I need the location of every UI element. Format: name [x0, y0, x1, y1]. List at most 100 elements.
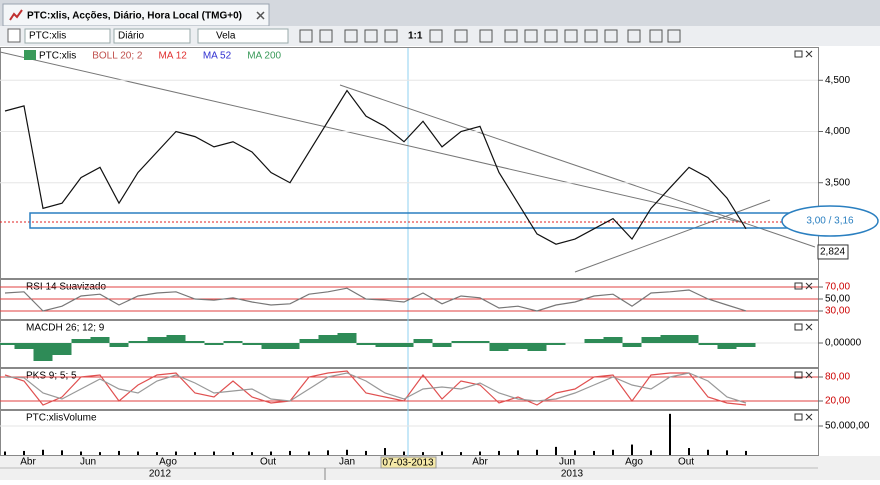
panel-maximize[interactable] — [794, 413, 803, 421]
volume-bar — [251, 452, 253, 455]
toolbar-icon[interactable] — [454, 29, 468, 43]
volume-bar — [479, 451, 481, 455]
macd-bar — [299, 339, 319, 343]
panel-close[interactable] — [805, 413, 813, 421]
macd-bar — [717, 343, 737, 349]
y-tick-label: 50.000,00 — [825, 421, 870, 432]
volume-bar — [175, 451, 177, 455]
y-tick-label: 80,00 — [825, 372, 850, 383]
cursor-date: 07-03-2013 — [382, 458, 434, 469]
volume-bar — [213, 451, 215, 455]
panel-label: PKS 9; 5; 5 — [26, 371, 77, 382]
toolbar-icon[interactable] — [344, 29, 358, 43]
macd-bar — [584, 339, 604, 343]
macd-bar — [14, 343, 34, 349]
x-tick-label: Abr — [20, 457, 36, 468]
price-line — [4, 89, 747, 245]
volume-bar — [631, 444, 633, 455]
macd-bar — [90, 337, 110, 343]
macd-bar — [527, 343, 547, 351]
panel-maximize[interactable] — [794, 282, 803, 290]
toolbar-icon[interactable] — [299, 29, 313, 43]
period-select[interactable] — [113, 28, 191, 44]
macd-bar — [356, 343, 376, 345]
year-label: 2012 — [149, 469, 172, 480]
panel-maximize[interactable] — [794, 323, 803, 331]
panel-maximize[interactable] — [794, 50, 803, 58]
toolbar-icon[interactable] — [584, 29, 598, 43]
volume-bar — [460, 452, 462, 455]
legend-icon — [24, 50, 36, 60]
zoom-button[interactable]: 1:1 — [408, 31, 423, 42]
volume-bar — [232, 452, 234, 455]
rsi-line — [4, 287, 747, 312]
volume-bar — [118, 450, 120, 455]
tab-close[interactable] — [256, 11, 265, 20]
tab-title: PTC:xlis, Acções, Diário, Hora Local (TM… — [27, 11, 242, 22]
volume-bar — [669, 413, 671, 455]
panel-maximize[interactable] — [794, 371, 803, 379]
toolbar-icon[interactable] — [564, 29, 578, 43]
macd-bar — [470, 341, 490, 343]
x-tick-label: Jun — [559, 457, 575, 468]
toolbar-icon[interactable] — [627, 29, 641, 43]
macd-bar — [698, 343, 718, 345]
macd-bar — [318, 335, 338, 343]
toolbar-icon[interactable] — [479, 29, 493, 43]
toolbar-icon[interactable] — [504, 29, 518, 43]
panel-close[interactable] — [805, 371, 813, 379]
macd-bar — [204, 343, 224, 345]
pks-k-line — [4, 370, 747, 406]
volume-bar — [308, 451, 310, 455]
tab-icon — [9, 9, 23, 21]
annotation: 3,00 / 3,16 — [806, 216, 854, 227]
macd-bar — [660, 335, 680, 343]
volume-bar — [42, 449, 44, 455]
last-price: 2,824 — [820, 247, 845, 258]
panel-close[interactable] — [805, 282, 813, 290]
toolbar-icon[interactable] — [319, 29, 333, 43]
y-tick-label: 4,000 — [825, 126, 850, 137]
toolbar-icon[interactable] — [429, 29, 443, 43]
macd-bar — [508, 343, 528, 349]
toolbar-icon[interactable] — [604, 29, 618, 43]
x-tick-label: Jun — [80, 457, 96, 468]
macd-bar — [394, 343, 414, 347]
toolbar-icon[interactable] — [649, 29, 663, 43]
volume-bar — [403, 451, 405, 455]
volume-bar — [498, 450, 500, 455]
macd-bar — [52, 343, 72, 355]
toolbar-icon[interactable] — [524, 29, 538, 43]
style-text: Vela — [216, 31, 236, 42]
toolbar-icon[interactable] — [544, 29, 558, 43]
volume-bar — [517, 450, 519, 455]
volume-bar — [536, 449, 538, 455]
volume-bar — [365, 450, 367, 455]
style-select[interactable] — [197, 28, 289, 44]
y-tick-label: 30,00 — [825, 306, 850, 317]
volume-bar — [80, 451, 82, 455]
toolbar-icon[interactable] — [667, 29, 681, 43]
macd-bar — [0, 343, 15, 345]
annotation-bubble — [781, 205, 879, 237]
x-tick-label: Abr — [472, 457, 488, 468]
year-label: 2013 — [561, 469, 584, 480]
macd-bar — [71, 339, 91, 343]
toolbar-button[interactable] — [7, 28, 21, 43]
panel-label: PTC:xlisVolume — [26, 413, 97, 424]
volume-bar — [726, 450, 728, 455]
pks-d-line — [4, 372, 747, 404]
panel-close[interactable] — [805, 50, 813, 58]
toolbar-icon[interactable] — [384, 29, 398, 43]
volume-bar — [422, 452, 424, 455]
symbol-input[interactable] — [24, 28, 111, 44]
macd-bar — [641, 337, 661, 343]
macd-bar — [489, 343, 509, 351]
toolbar-icon[interactable] — [364, 29, 378, 43]
macd-bar — [166, 335, 186, 343]
legend-entry: MA 200 — [247, 51, 281, 62]
macd-bar — [622, 343, 642, 347]
volume-bar — [156, 452, 158, 455]
panel-close[interactable] — [805, 323, 813, 331]
